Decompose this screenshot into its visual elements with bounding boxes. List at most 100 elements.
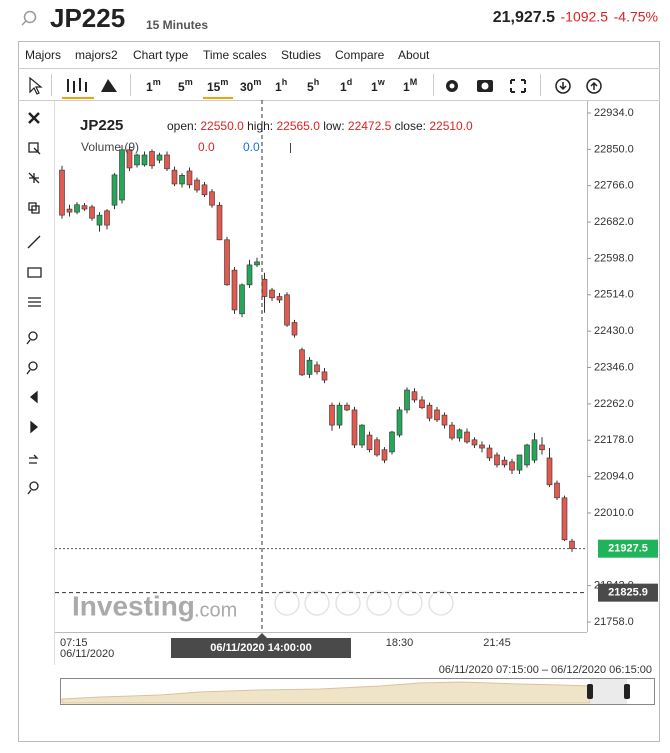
candle-body — [336, 404, 343, 426]
y-tick-label: 22850.0 — [594, 143, 634, 155]
remove-tool[interactable] — [28, 112, 40, 124]
candle-body — [59, 169, 65, 216]
timeframe-number: 1 — [371, 80, 378, 94]
timeframe[interactable]: 1M — [403, 77, 417, 94]
candle-body — [314, 364, 320, 373]
legend-label: close: — [395, 119, 426, 133]
timeframe-unit: M — [410, 77, 418, 87]
reset-tool[interactable] — [29, 481, 39, 491]
frame — [18, 41, 660, 742]
candle-body — [111, 174, 118, 206]
pointer-tool[interactable] — [29, 76, 43, 95]
legend-value: 22472.5 — [348, 119, 392, 133]
menu-item[interactable]: About — [398, 48, 430, 62]
upload-icon[interactable] — [586, 78, 602, 94]
copy-tool[interactable] — [28, 202, 40, 214]
fib-tool[interactable] — [28, 297, 41, 307]
candle-body — [284, 294, 290, 326]
candle-body — [66, 208, 73, 213]
candle-body — [261, 278, 268, 297]
legend-label: low: — [323, 119, 344, 133]
legend-label: high: — [247, 119, 273, 133]
candle-body — [539, 444, 545, 451]
search-icon[interactable] — [23, 10, 37, 24]
menu-item[interactable]: majors2 — [75, 48, 118, 62]
candles-tool[interactable] — [67, 78, 87, 93]
candle-body — [471, 439, 478, 446]
y-tick-label: 22934.0 — [594, 107, 634, 119]
fit-tool[interactable] — [29, 454, 39, 464]
candle-body — [74, 204, 80, 213]
y-tick-label: 22178.0 — [594, 434, 634, 446]
menu-item[interactable]: Time scales — [203, 48, 267, 62]
timeframe-unit: m — [185, 77, 193, 87]
timeframe-unit: m — [253, 77, 261, 87]
crosshair-tool[interactable] — [28, 172, 40, 184]
candle-body — [291, 322, 298, 336]
timeframe-number: 30 — [240, 80, 254, 94]
candle-body — [149, 151, 155, 167]
change-pct: -4.75% — [614, 9, 658, 25]
zoom-out-tool[interactable] — [28, 361, 38, 371]
x-date-label: 06/11/2020 — [60, 648, 114, 660]
candle-body — [509, 461, 515, 471]
candle-body — [464, 431, 470, 443]
volume-label: Volume (9) — [81, 140, 139, 154]
menu-item[interactable]: Compare — [335, 48, 385, 62]
timeframe-unit: h — [282, 77, 288, 87]
candle-body — [344, 404, 350, 411]
navigator-window[interactable] — [590, 679, 627, 704]
download-icon[interactable] — [555, 78, 571, 94]
timeframe[interactable]: 30m — [240, 77, 261, 94]
y-tick-label: 21758.0 — [594, 616, 634, 628]
legend-value: 22565.0 — [276, 119, 320, 133]
candle-body — [224, 239, 230, 286]
menu-item[interactable]: Studies — [281, 48, 321, 62]
navigator-handle[interactable] — [624, 684, 630, 699]
candle-body — [351, 409, 358, 446]
select-tool[interactable] — [28, 142, 41, 155]
download-arrow — [559, 82, 567, 91]
timeframe[interactable]: 1w — [371, 77, 386, 94]
candle-body — [554, 482, 560, 499]
navigator-handle[interactable] — [587, 684, 593, 699]
timeframe[interactable]: 5h — [307, 77, 319, 94]
watermark-controls — [274, 590, 454, 616]
upload-arrow — [590, 81, 598, 90]
rect-tool[interactable] — [27, 267, 42, 278]
candle-body — [389, 431, 395, 453]
candle-body — [569, 540, 575, 549]
timeframe[interactable]: 15m — [207, 77, 228, 94]
area-tool[interactable] — [101, 79, 117, 92]
menu-item[interactable]: Majors — [25, 48, 61, 62]
scroll-right-tool[interactable] — [30, 420, 39, 434]
candle-body — [441, 414, 448, 426]
candle-body — [299, 349, 305, 376]
scroll-left-tool[interactable] — [29, 390, 38, 404]
search-icon-handle — [21, 20, 27, 26]
interval: 15 Minutes — [146, 18, 208, 32]
candle-body — [209, 191, 215, 206]
navigator-range: 06/11/2020 07:15:00 – 06/12/2020 06:15:0… — [439, 664, 652, 676]
volume-value: 0.0 — [198, 140, 215, 154]
timeframe[interactable]: 1m — [146, 77, 161, 94]
candle-body — [134, 154, 140, 166]
timeframe[interactable]: 5m — [178, 77, 193, 94]
candle-body — [164, 154, 170, 170]
crosshair-time-label: 06/11/2020 14:00:00 — [210, 642, 312, 654]
menu-item[interactable]: Chart type — [133, 48, 189, 62]
line-tool[interactable] — [27, 235, 41, 249]
y-tick-label: 22010.0 — [594, 507, 634, 519]
timeframe[interactable]: 1h — [275, 77, 287, 94]
y-tick-label: 22262.0 — [594, 398, 634, 410]
price: 21,927.5 — [493, 9, 555, 26]
candle-body — [216, 204, 223, 241]
zoom-in-tool[interactable] — [28, 331, 38, 341]
timeframe[interactable]: 1d — [340, 77, 352, 94]
candle-body — [186, 170, 193, 186]
candle-body — [329, 404, 335, 426]
candle-body — [479, 444, 485, 449]
candle-body — [276, 296, 283, 301]
timeframe-number: 15 — [207, 80, 221, 94]
fullscreen-icon[interactable] — [510, 79, 526, 93]
